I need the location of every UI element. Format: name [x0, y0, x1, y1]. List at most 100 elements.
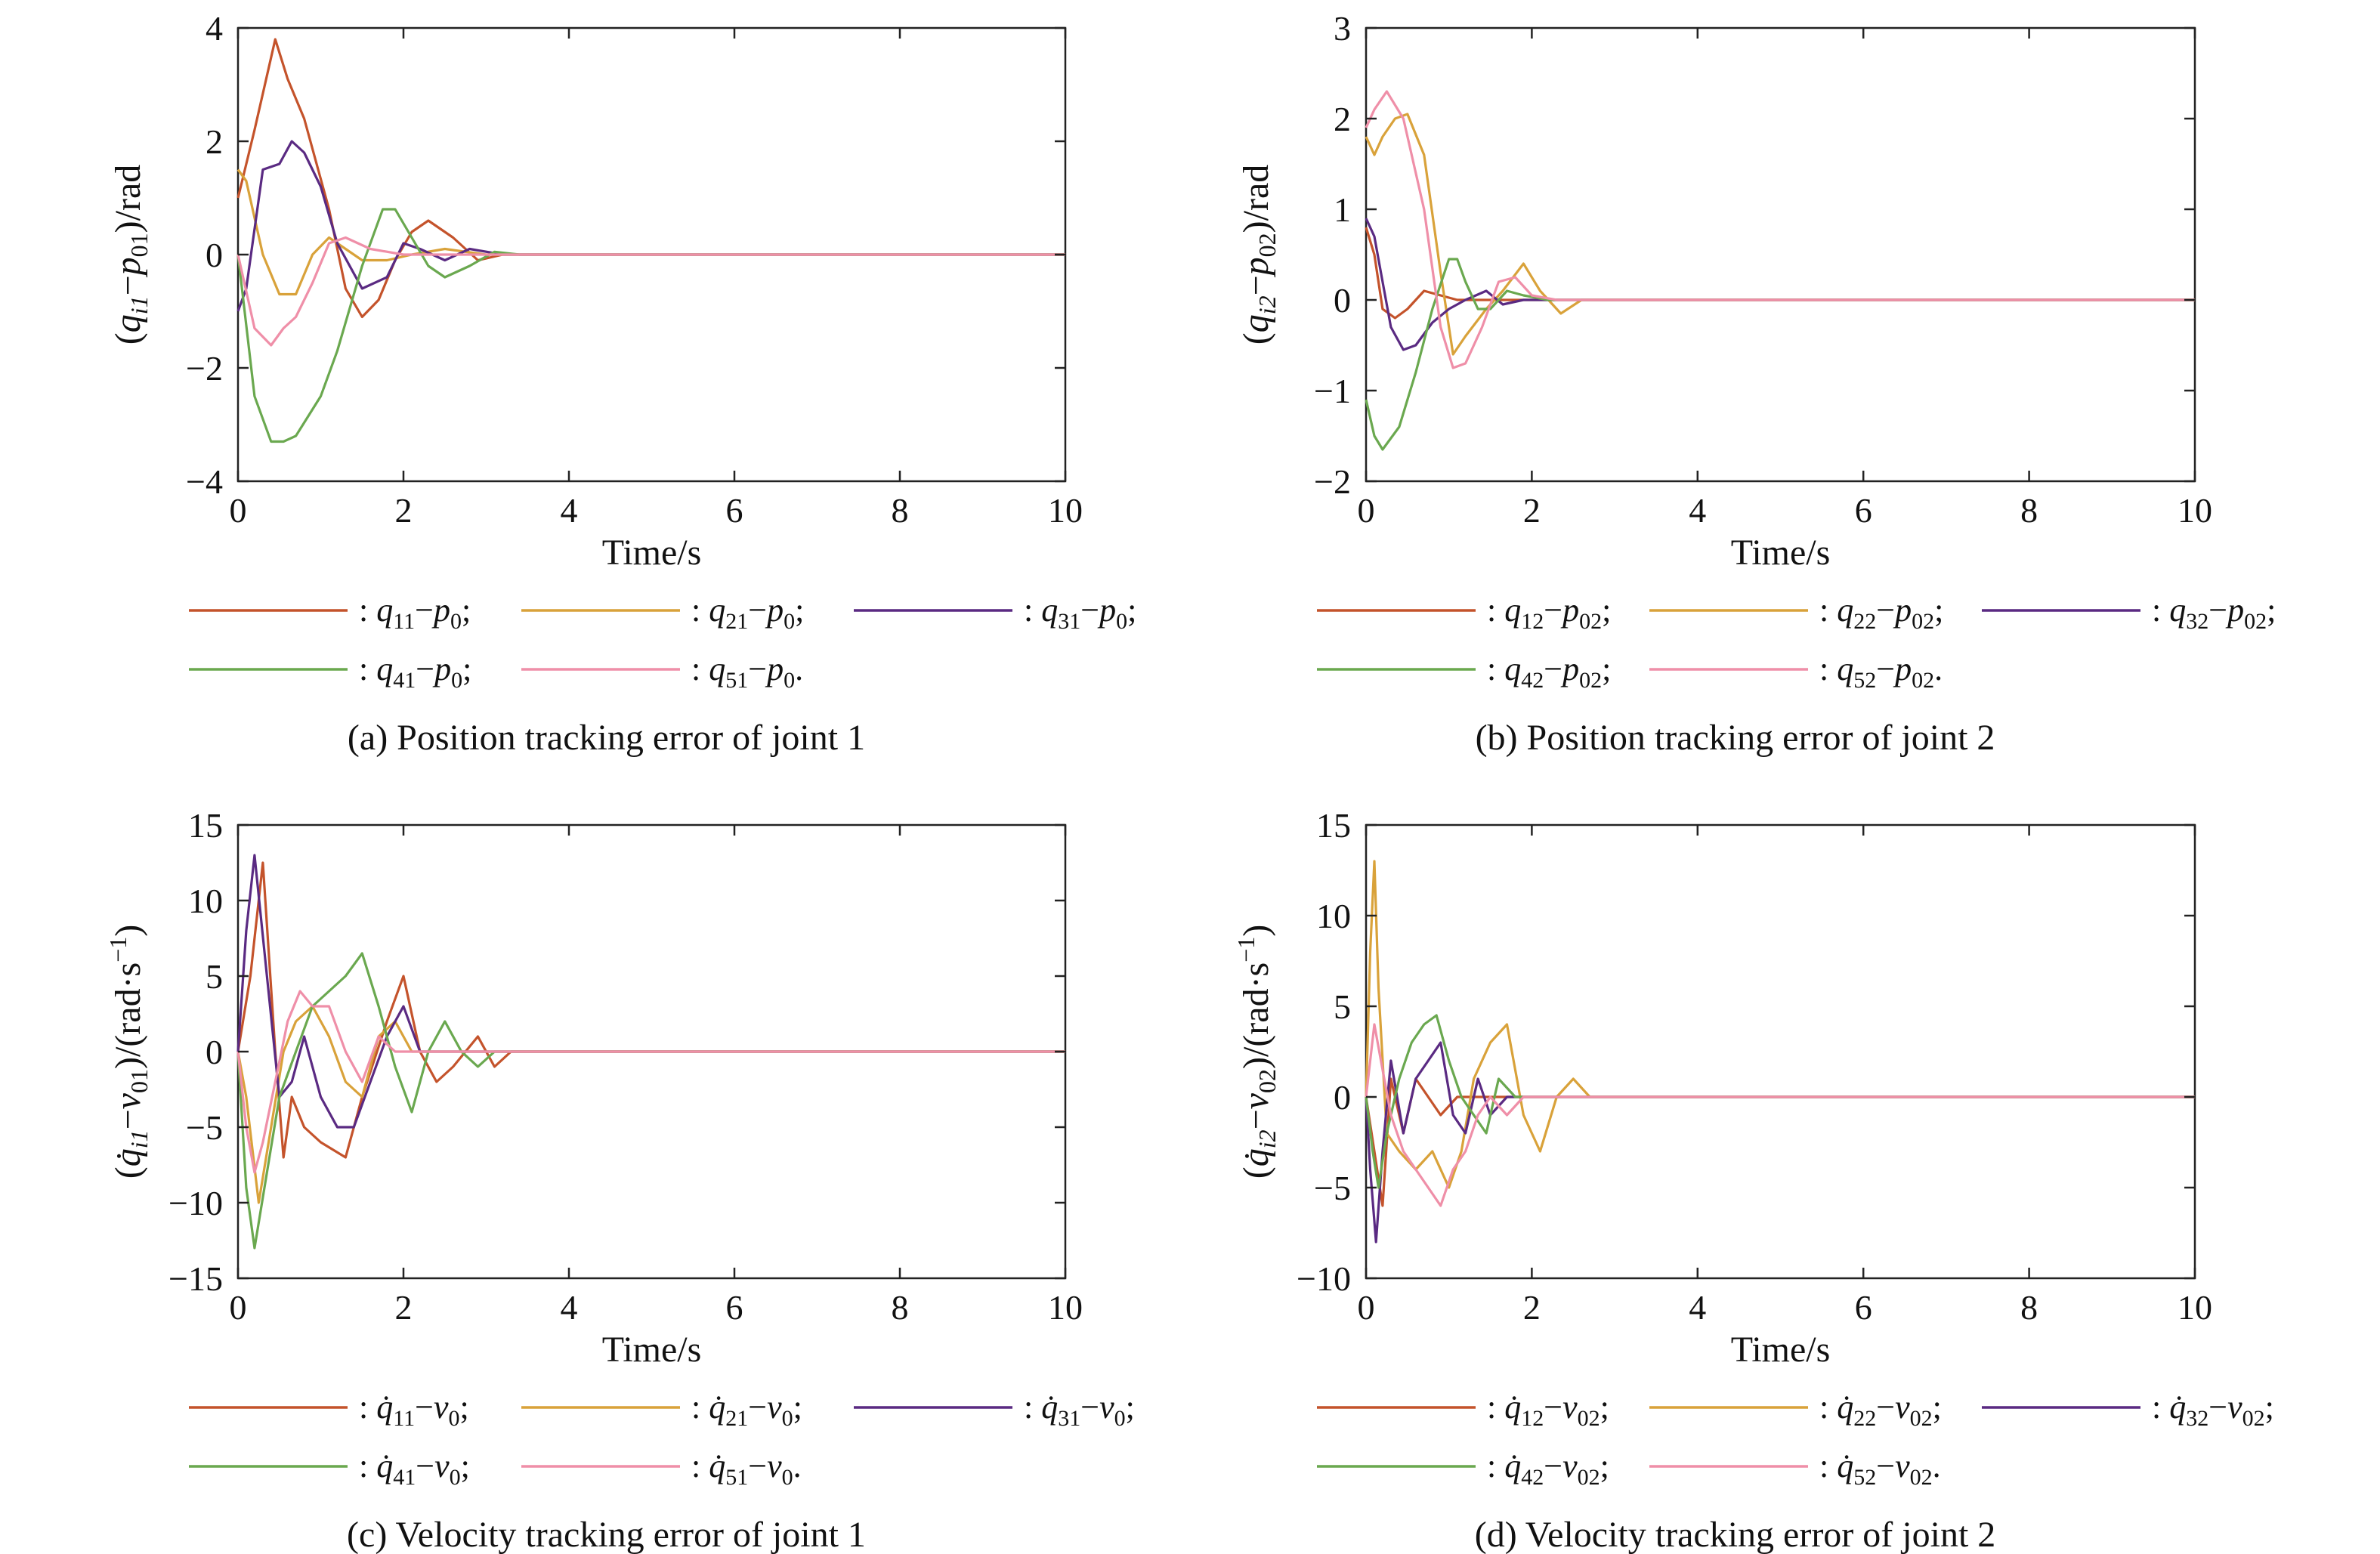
legend-label: : q32−p02; — [2152, 592, 2276, 634]
x-tick-label: 2 — [1523, 491, 1541, 530]
y-tick-label: −1 — [1314, 372, 1351, 410]
y-axis-label: (q̇i2−v02)/(rad·s−1) — [1232, 925, 1281, 1179]
plot-frame — [1365, 26, 2196, 483]
legend-label: : q̇12−v02; — [1487, 1389, 1609, 1431]
x-tick-label: 4 — [561, 491, 578, 530]
figure-caption: (a) Position tracking error of joint 1 — [348, 718, 865, 758]
y-tick-label: 10 — [1316, 897, 1351, 935]
series-line-3 — [1365, 1041, 2195, 1244]
x-tick-label: 2 — [1523, 1288, 1541, 1327]
legend-label: : q41−p0; — [359, 650, 471, 693]
x-tick-label: 0 — [230, 1288, 247, 1327]
legend-entry-4: : q̇41−v0; — [189, 1447, 470, 1490]
legend-entry-1: : q̇11−v0; — [189, 1389, 469, 1431]
y-tick-label: 1 — [1334, 190, 1351, 229]
legend-entry-4: : q42−p02; — [1317, 650, 1611, 693]
figure-caption: (c) Velocity tracking error of joint 1 — [347, 1515, 866, 1554]
y-tick-label: 3 — [1334, 9, 1351, 48]
x-tick-label: 10 — [2178, 1288, 2212, 1327]
legend-label: : q̇32−v02; — [2152, 1389, 2274, 1431]
chart-d: 0 2 4 6 8 10 15 10 5 0 −5 −10 Time/s (q̇i2−v02)/(rad·… — [1232, 806, 2274, 1554]
x-tick-label: 2 — [395, 491, 413, 530]
series-line-1 — [236, 861, 1065, 1159]
legend-entry-2: : q22−p02; — [1649, 592, 1943, 634]
y-tick-label: 0 — [1334, 1078, 1351, 1117]
legend-entry-2: : q̇21−v0; — [521, 1389, 802, 1431]
series-line-4 — [1365, 258, 2195, 451]
y-axis-label: (qi1−p01)/rad — [108, 165, 153, 345]
legend-label: : q̇51−v0. — [691, 1447, 802, 1490]
y-axis-label: (qi2−p02)/rad — [1236, 165, 1281, 345]
series-line-2 — [1365, 113, 2195, 356]
y-tick-label: 15 — [188, 806, 223, 845]
x-tick-label: 8 — [2020, 491, 2038, 530]
chart-a: 0 2 4 6 8 10 4 2 0 −2 −4 Time/s (qi1−p01)/rad: q11−p… — [108, 9, 1136, 758]
legend-label: : q52−p02. — [1819, 650, 1943, 693]
y-tick-label: 0 — [206, 236, 223, 274]
legend-entry-1: : q11−p0; — [189, 592, 471, 634]
series-line-1 — [236, 38, 1065, 319]
y-tick-label: 5 — [206, 957, 223, 996]
series-line-5 — [1365, 1023, 2195, 1207]
series-line-4 — [236, 952, 1065, 1250]
y-tick-label: −2 — [186, 349, 223, 388]
plot-frame — [1365, 823, 2196, 1280]
x-axis-label: Time/s — [602, 533, 702, 573]
y-tick-label: −15 — [168, 1259, 223, 1298]
legend-entry-1: : q̇12−v02; — [1317, 1389, 1609, 1431]
x-tick-label: 8 — [892, 1288, 909, 1327]
legend-entry-5: : q52−p02. — [1649, 650, 1943, 693]
legend-label: : q̇21−v0; — [691, 1389, 802, 1431]
y-tick-label: 2 — [1334, 100, 1351, 138]
y-tick-label: −10 — [168, 1184, 223, 1222]
legend-label: : q̇11−v0; — [359, 1389, 469, 1431]
legend-label: : q̇22−v02; — [1819, 1389, 1942, 1431]
series-line-3 — [1365, 218, 2195, 351]
legend-label: : q22−p02; — [1819, 592, 1943, 634]
x-tick-label: 0 — [1358, 1288, 1375, 1327]
x-tick-label: 0 — [230, 491, 247, 530]
y-tick-label: 10 — [188, 882, 223, 920]
legend-label: : q12−p02; — [1487, 592, 1611, 634]
y-tick-label: 2 — [206, 122, 223, 161]
legend-entry-4: : q41−p0; — [189, 650, 471, 693]
x-tick-label: 4 — [1689, 491, 1706, 530]
legend-entry-2: : q̇22−v02; — [1649, 1389, 1942, 1431]
legend-label: : q51−p0. — [691, 650, 803, 693]
legend-entry-3: : q31−p0; — [854, 592, 1136, 634]
legend-label: : q31−p0; — [1024, 592, 1136, 634]
y-tick-label: −10 — [1297, 1259, 1351, 1298]
series-line-5 — [236, 236, 1065, 347]
legend-label: : q42−p02; — [1487, 650, 1611, 693]
legend-label: : q21−p0; — [691, 592, 804, 634]
x-tick-label: 4 — [561, 1288, 578, 1327]
series-line-5 — [1365, 90, 2195, 369]
legend-entry-5: : q̇52−v02. — [1649, 1447, 1941, 1490]
legend-entry-2: : q21−p0; — [521, 592, 804, 634]
legend-entry-4: : q̇42−v02; — [1317, 1447, 1609, 1490]
legend-entry-3: : q̇32−v02; — [1982, 1389, 2274, 1431]
x-tick-label: 10 — [1048, 1288, 1083, 1327]
y-tick-label: 0 — [206, 1033, 223, 1071]
y-tick-label: −4 — [186, 462, 223, 501]
legend-entry-3: : q̇31−v0; — [854, 1389, 1135, 1431]
x-tick-label: 2 — [395, 1288, 413, 1327]
figure-caption: (d) Velocity tracking error of joint 2 — [1475, 1515, 1996, 1554]
x-axis-label: Time/s — [602, 1330, 702, 1370]
series-line-5 — [236, 990, 1065, 1174]
x-tick-label: 4 — [1689, 1288, 1706, 1327]
legend-entry-1: : q12−p02; — [1317, 592, 1611, 634]
x-tick-label: 8 — [2020, 1288, 2038, 1327]
legend-entry-3: : q32−p02; — [1982, 592, 2276, 634]
legend-label: : q11−p0; — [359, 592, 471, 634]
x-axis-label: Time/s — [1731, 1330, 1831, 1370]
x-axis-label: Time/s — [1731, 533, 1831, 573]
y-tick-label: −2 — [1314, 462, 1351, 501]
y-tick-label: 0 — [1334, 281, 1351, 320]
series-line-3 — [236, 140, 1065, 312]
legend-label: : q̇41−v0; — [359, 1447, 470, 1490]
y-axis-label: (q̇i1−v01)/(rad·s−1) — [104, 925, 153, 1179]
legend-label: : q̇31−v0; — [1024, 1389, 1135, 1431]
